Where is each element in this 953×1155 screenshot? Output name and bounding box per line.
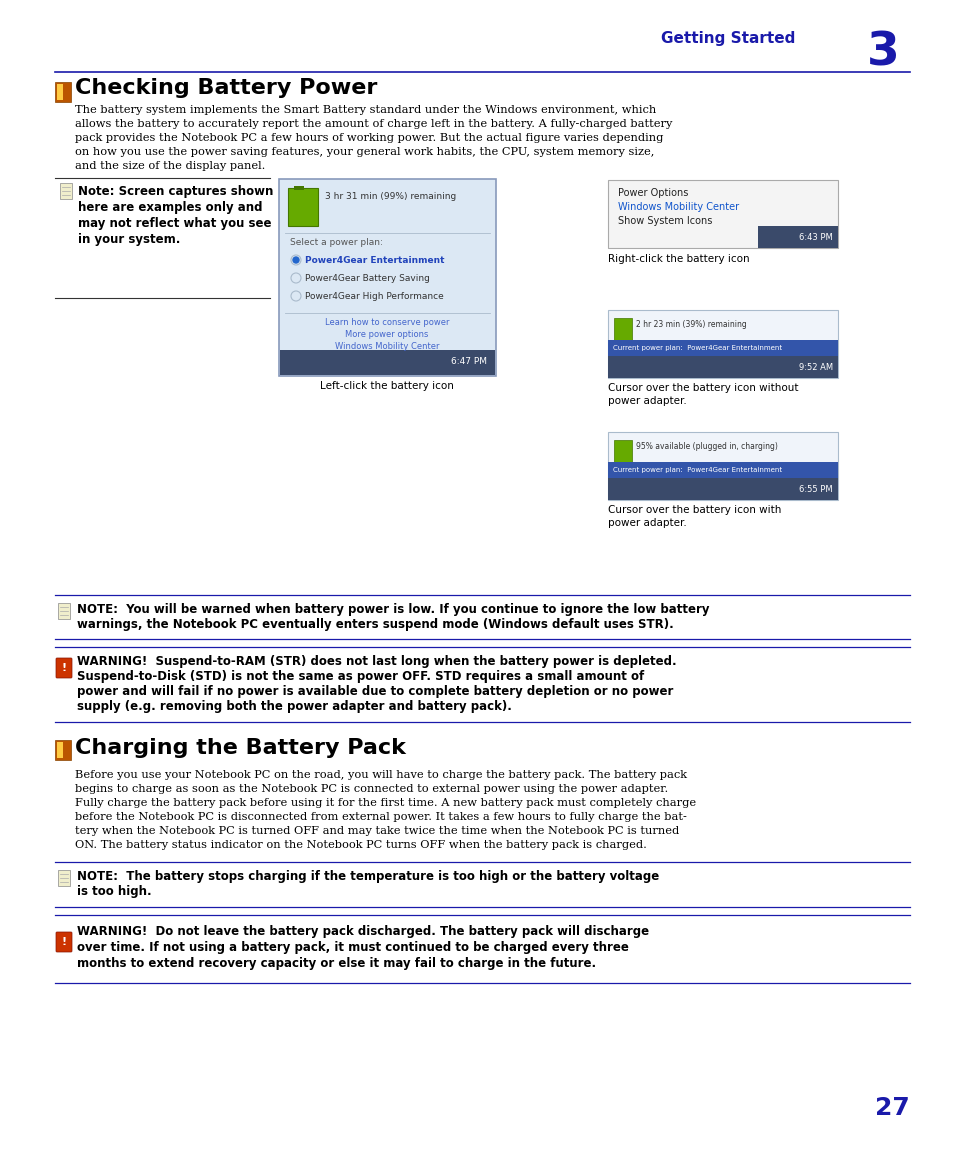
Text: Power4Gear High Performance: Power4Gear High Performance [305,292,443,301]
Text: Charging the Battery Pack: Charging the Battery Pack [75,738,405,758]
Text: Select a power plan:: Select a power plan: [290,238,382,247]
Text: Fully charge the battery pack before using it for the first time. A new battery : Fully charge the battery pack before usi… [75,798,696,808]
Text: supply (e.g. removing both the power adapter and battery pack).: supply (e.g. removing both the power ada… [77,700,512,713]
Text: WARNING!  Do not leave the battery pack discharged. The battery pack will discha: WARNING! Do not leave the battery pack d… [77,925,648,938]
Text: and the size of the display panel.: and the size of the display panel. [75,161,265,171]
FancyBboxPatch shape [60,182,71,199]
Text: Current power plan:  Power4Gear Entertainment: Current power plan: Power4Gear Entertain… [613,345,781,351]
Text: in your system.: in your system. [78,233,180,246]
Text: NOTE:  You will be warned when battery power is low. If you continue to ignore t: NOTE: You will be warned when battery po… [77,603,709,616]
FancyBboxPatch shape [56,658,71,678]
Text: over time. If not using a battery pack, it must continued to be charged every th: over time. If not using a battery pack, … [77,941,628,954]
Text: !: ! [61,663,67,673]
Text: Windows Mobility Center: Windows Mobility Center [335,342,438,351]
FancyBboxPatch shape [55,740,71,760]
Text: 9:52 AM: 9:52 AM [798,363,832,372]
FancyBboxPatch shape [57,742,63,758]
FancyBboxPatch shape [57,84,63,100]
Text: 27: 27 [874,1096,909,1120]
Text: here are examples only and: here are examples only and [78,201,262,214]
Text: may not reflect what you see: may not reflect what you see [78,217,272,230]
FancyBboxPatch shape [607,356,837,378]
Text: allows the battery to accurately report the amount of charge left in the battery: allows the battery to accurately report … [75,119,672,129]
Text: 95% available (plugged in, charging): 95% available (plugged in, charging) [636,442,777,450]
Text: Cursor over the battery icon with: Cursor over the battery icon with [607,505,781,515]
Text: is too high.: is too high. [77,885,152,897]
Text: ON. The battery status indicator on the Notebook PC turns OFF when the battery p: ON. The battery status indicator on the … [75,840,646,850]
Text: before the Notebook PC is disconnected from external power. It takes a few hours: before the Notebook PC is disconnected f… [75,812,686,822]
FancyBboxPatch shape [607,432,837,500]
Text: 6:47 PM: 6:47 PM [451,358,486,366]
Text: warnings, the Notebook PC eventually enters suspend mode (Windows default uses S: warnings, the Notebook PC eventually ent… [77,618,673,631]
Text: Suspend-to-Disk (STD) is not the same as power OFF. STD requires a small amount : Suspend-to-Disk (STD) is not the same as… [77,670,643,683]
Text: More power options: More power options [345,330,428,340]
Text: on how you use the power saving features, your general work habits, the CPU, sys: on how you use the power saving features… [75,147,654,157]
Text: Cursor over the battery icon without: Cursor over the battery icon without [607,383,798,393]
FancyBboxPatch shape [614,318,631,346]
FancyBboxPatch shape [288,188,317,226]
Text: 3 hr 31 min (99%) remaining: 3 hr 31 min (99%) remaining [325,192,456,201]
Text: Power4Gear Battery Saving: Power4Gear Battery Saving [305,274,430,283]
Text: tery when the Notebook PC is turned OFF and may take twice the time when the Not: tery when the Notebook PC is turned OFF … [75,826,679,836]
FancyBboxPatch shape [55,82,71,102]
FancyBboxPatch shape [607,340,837,356]
Text: Right-click the battery icon: Right-click the battery icon [607,254,749,264]
Text: Note: Screen captures shown: Note: Screen captures shown [78,185,274,198]
FancyBboxPatch shape [278,179,496,377]
FancyBboxPatch shape [607,180,837,248]
Text: The battery system implements the Smart Battery standard under the Windows envir: The battery system implements the Smart … [75,105,656,116]
Text: power adapter.: power adapter. [607,396,686,407]
Text: months to extend recovery capacity or else it may fail to charge in the future.: months to extend recovery capacity or el… [77,957,596,970]
Text: Power Options: Power Options [618,188,688,198]
Text: Left-click the battery icon: Left-click the battery icon [319,381,454,392]
Text: 2 hr 23 min (39%) remaining: 2 hr 23 min (39%) remaining [636,320,746,329]
Text: Before you use your Notebook PC on the road, you will have to charge the battery: Before you use your Notebook PC on the r… [75,770,686,780]
Text: WARNING!  Suspend-to-RAM (STR) does not last long when the battery power is depl: WARNING! Suspend-to-RAM (STR) does not l… [77,655,676,668]
Text: NOTE:  The battery stops charging if the temperature is too high or the battery : NOTE: The battery stops charging if the … [77,870,659,884]
Text: Checking Battery Power: Checking Battery Power [75,79,377,98]
Text: 3: 3 [866,30,899,75]
FancyBboxPatch shape [58,603,70,619]
Circle shape [293,258,298,263]
Text: Power4Gear Entertainment: Power4Gear Entertainment [305,256,444,264]
Text: Current power plan:  Power4Gear Entertainment: Current power plan: Power4Gear Entertain… [613,467,781,474]
Text: !: ! [61,937,67,947]
FancyBboxPatch shape [280,350,495,375]
FancyBboxPatch shape [614,440,631,468]
Text: 6:43 PM: 6:43 PM [799,232,832,241]
Text: begins to charge as soon as the Notebook PC is connected to external power using: begins to charge as soon as the Notebook… [75,784,667,793]
Text: Learn how to conserve power: Learn how to conserve power [324,318,449,327]
Text: Windows Mobility Center: Windows Mobility Center [618,202,739,213]
FancyBboxPatch shape [294,186,304,191]
Text: power adapter.: power adapter. [607,517,686,528]
FancyBboxPatch shape [56,932,71,952]
Text: Show System Icons: Show System Icons [618,216,712,226]
Text: pack provides the Notebook PC a few hours of working power. But the actual figur: pack provides the Notebook PC a few hour… [75,133,662,143]
Text: power and will fail if no power is available due to complete battery depletion o: power and will fail if no power is avail… [77,685,673,698]
FancyBboxPatch shape [607,462,837,478]
FancyBboxPatch shape [58,870,70,886]
FancyBboxPatch shape [607,310,837,378]
Text: Getting Started: Getting Started [659,30,794,45]
FancyBboxPatch shape [758,226,837,248]
Text: 6:55 PM: 6:55 PM [799,484,832,493]
FancyBboxPatch shape [607,478,837,500]
